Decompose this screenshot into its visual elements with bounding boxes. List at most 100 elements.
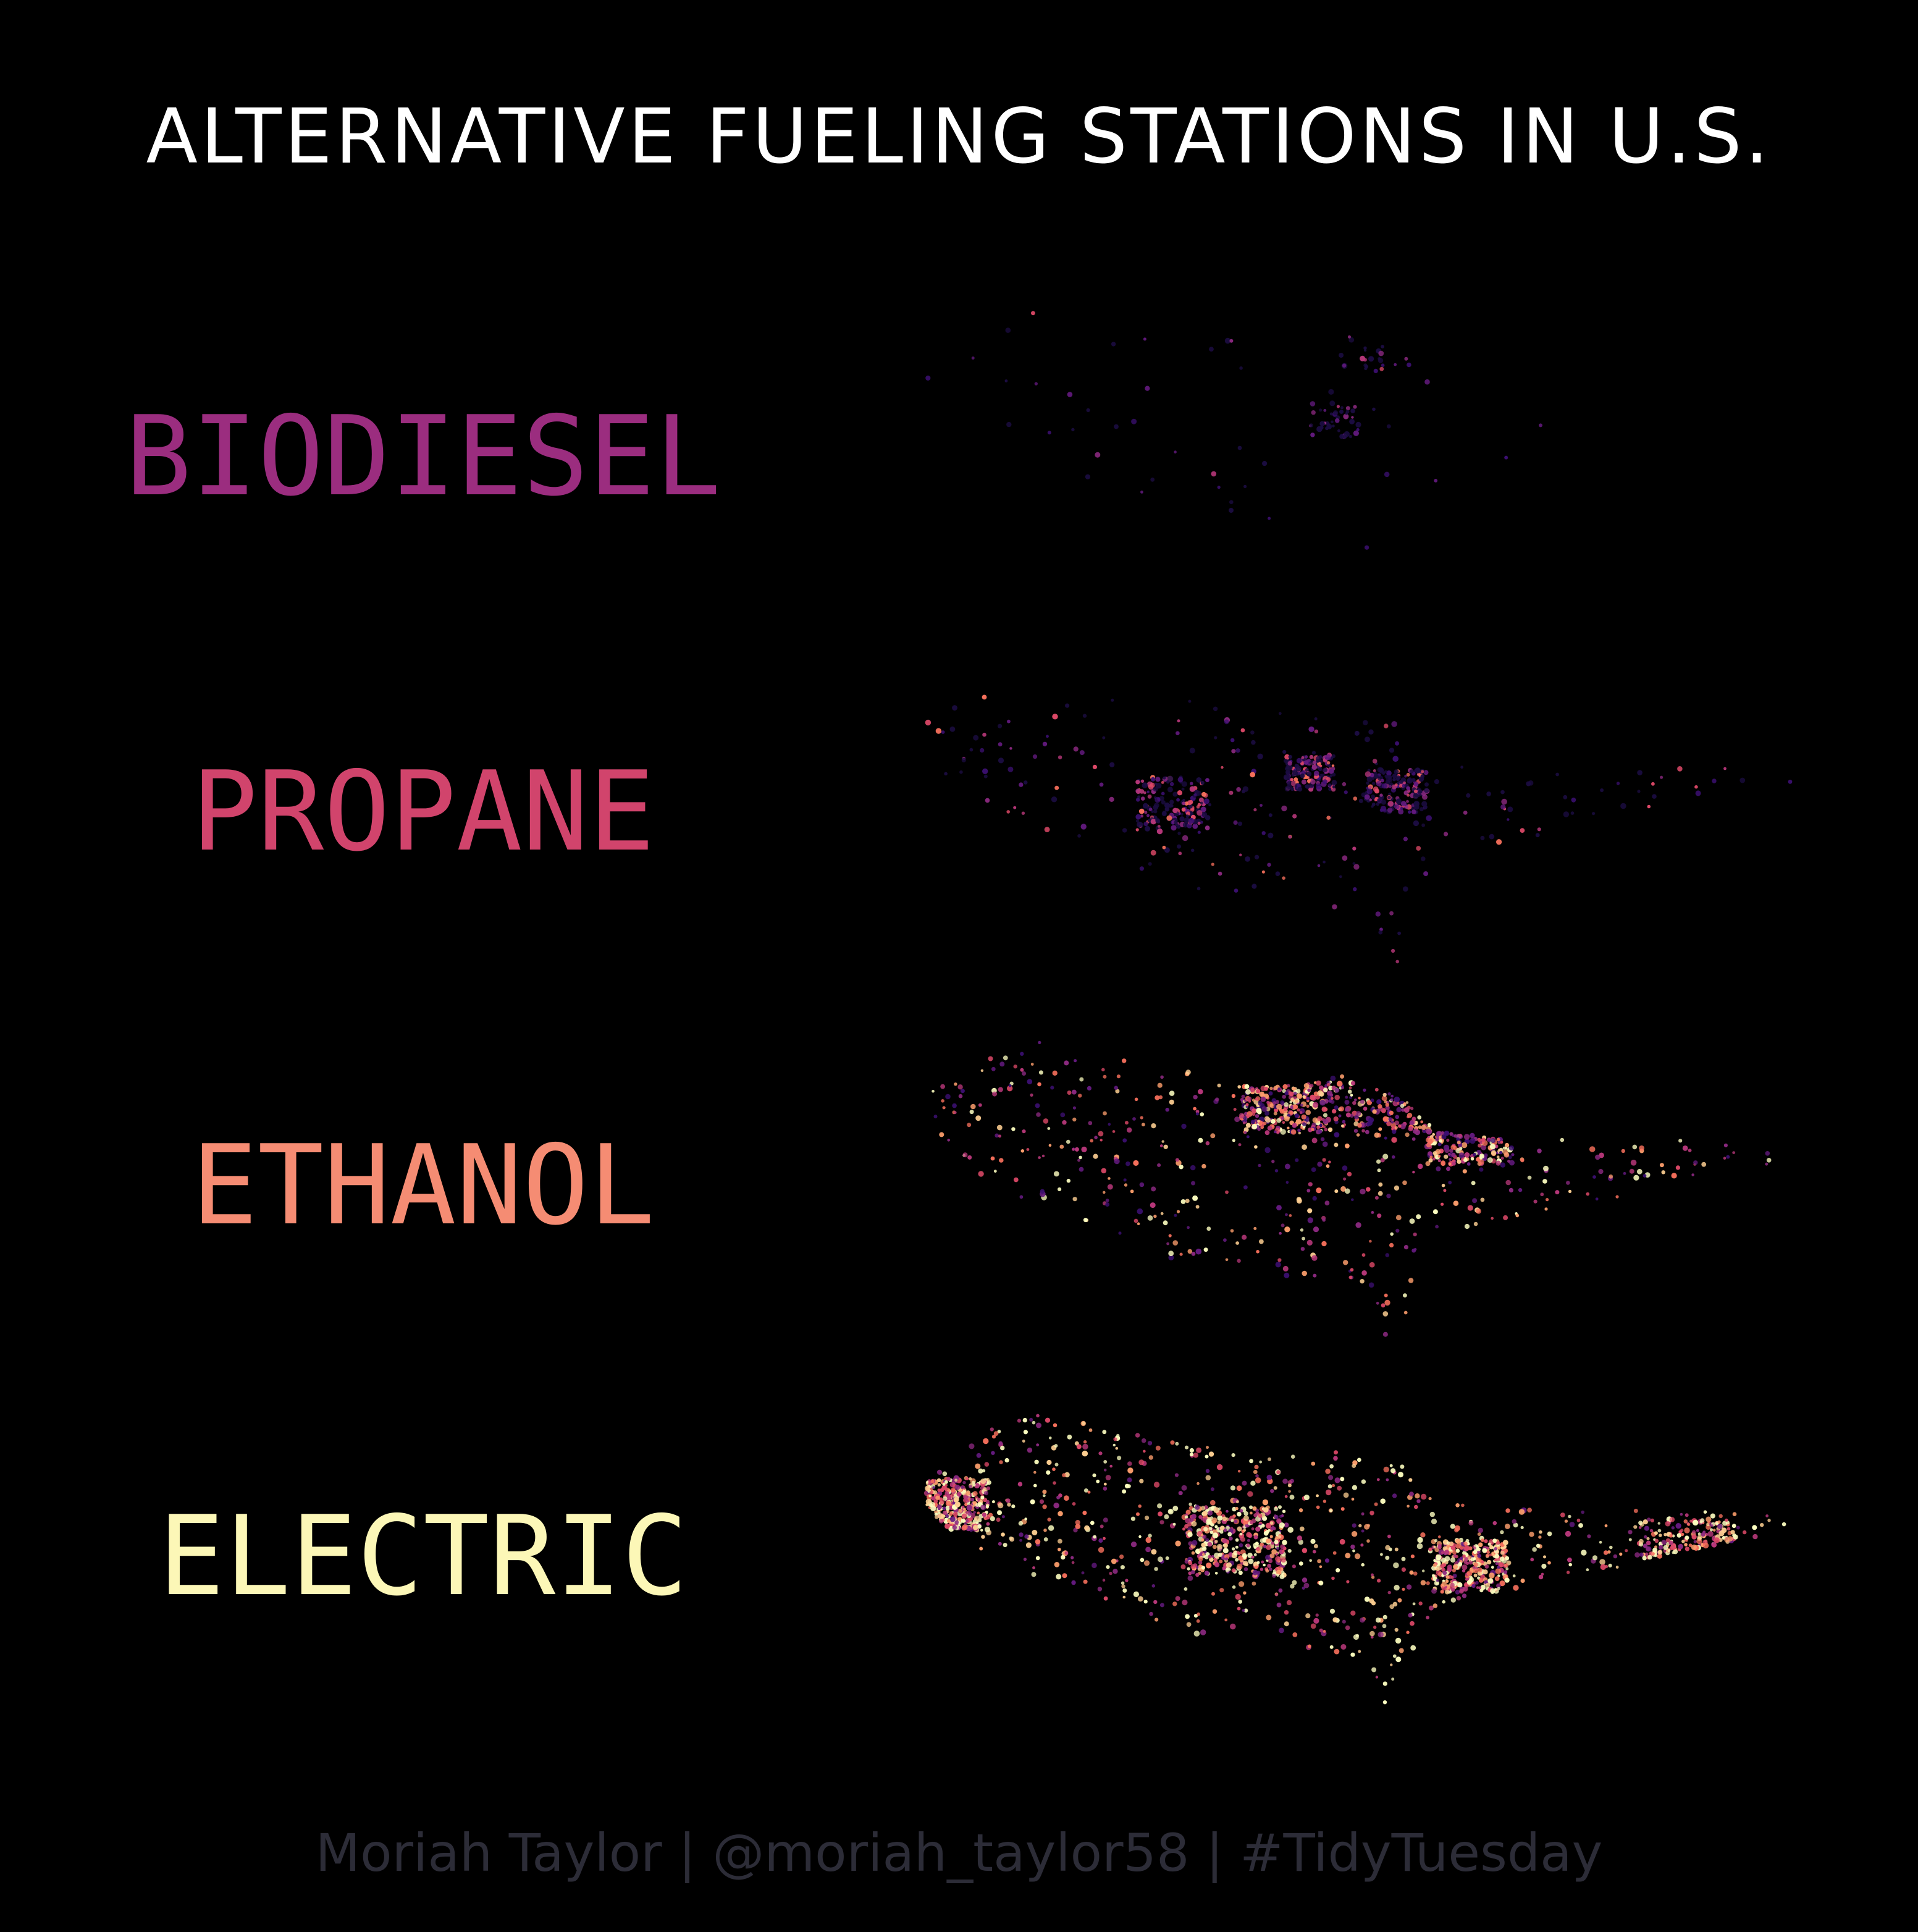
station-point	[964, 1503, 968, 1506]
station-point	[1163, 1220, 1168, 1226]
station-point	[1198, 1548, 1203, 1552]
station-point	[930, 1501, 936, 1508]
station-point	[1135, 780, 1140, 785]
station-point	[1661, 1170, 1665, 1175]
station-point	[1409, 1218, 1415, 1224]
station-point	[1351, 416, 1354, 419]
station-point	[1432, 1133, 1435, 1136]
station-point	[985, 1511, 988, 1514]
station-point	[1692, 1530, 1696, 1534]
station-point	[1299, 1526, 1305, 1532]
station-point	[1376, 1159, 1381, 1164]
station-point	[1457, 1159, 1462, 1164]
station-point	[1032, 1420, 1036, 1425]
station-point	[1240, 728, 1245, 733]
station-point	[1350, 1268, 1354, 1272]
station-point	[1496, 1155, 1500, 1159]
station-point	[1329, 1608, 1335, 1614]
station-point	[1151, 777, 1156, 782]
station-point	[939, 1519, 944, 1524]
station-point	[1231, 1568, 1236, 1573]
station-point	[1020, 1068, 1024, 1072]
station-point	[1400, 1103, 1405, 1108]
station-point	[1441, 1558, 1447, 1563]
station-point	[1494, 1558, 1497, 1562]
station-point	[1386, 1121, 1391, 1126]
station-point	[1688, 1543, 1693, 1547]
station-point	[1074, 1059, 1077, 1063]
station-point	[1709, 1528, 1714, 1532]
station-point	[1381, 363, 1385, 367]
station-point	[1413, 820, 1420, 827]
station-point	[925, 1498, 932, 1505]
station-point	[1384, 770, 1387, 774]
station-point	[1369, 798, 1372, 801]
station-point	[946, 1477, 951, 1482]
station-point	[1161, 811, 1167, 816]
station-point	[1402, 1587, 1405, 1591]
station-point	[1352, 1101, 1356, 1105]
station-point	[942, 1471, 948, 1477]
station-point	[1274, 1130, 1277, 1134]
station-point	[1309, 754, 1314, 759]
station-point	[1378, 1127, 1382, 1131]
station-point	[1148, 862, 1152, 866]
station-point	[1343, 1260, 1348, 1265]
station-point	[1157, 1503, 1163, 1509]
station-point	[1453, 1200, 1459, 1206]
station-point	[1352, 1464, 1356, 1468]
station-point	[1276, 1470, 1281, 1475]
station-point	[1316, 1505, 1320, 1509]
station-point	[1269, 1086, 1273, 1090]
station-point	[984, 1462, 990, 1467]
station-point	[1223, 1543, 1228, 1548]
station-point	[1154, 803, 1159, 808]
station-point	[1671, 1173, 1677, 1179]
station-point	[1284, 786, 1290, 791]
station-point	[993, 1170, 997, 1173]
station-point	[1259, 1460, 1262, 1464]
station-point	[1287, 1549, 1292, 1553]
station-point	[1187, 823, 1192, 829]
station-point	[1365, 771, 1371, 777]
station-point	[1405, 1101, 1409, 1104]
station-point	[1360, 1618, 1365, 1623]
station-point	[1172, 791, 1178, 797]
station-point	[1319, 1099, 1326, 1106]
station-point	[1730, 1530, 1735, 1535]
station-point	[1287, 764, 1293, 770]
station-point	[1706, 1516, 1712, 1522]
station-point	[1222, 1548, 1229, 1554]
station-point	[1504, 1152, 1510, 1158]
station-point	[1406, 1584, 1412, 1590]
station-point	[1428, 1496, 1432, 1501]
station-point	[1013, 806, 1017, 809]
station-point	[1114, 1086, 1118, 1090]
station-point	[1212, 1532, 1219, 1538]
station-point	[963, 1494, 969, 1500]
station-point	[1586, 1192, 1590, 1196]
station-point	[980, 1486, 983, 1490]
station-point	[1448, 1181, 1452, 1184]
station-point	[1287, 1483, 1292, 1488]
station-point	[1278, 1588, 1283, 1593]
station-point	[1452, 1159, 1456, 1163]
station-point	[1295, 780, 1299, 784]
station-point	[1064, 1551, 1069, 1555]
station-point	[1143, 1600, 1148, 1604]
station-point	[1041, 1154, 1045, 1158]
station-point	[1282, 1540, 1287, 1545]
station-point	[1281, 1116, 1284, 1120]
station-point	[1712, 1529, 1716, 1532]
station-point	[1007, 1503, 1011, 1507]
station-point	[1185, 1069, 1191, 1075]
station-point	[1277, 1087, 1281, 1091]
station-point	[1331, 764, 1335, 767]
station-point	[1351, 1498, 1355, 1501]
station-point	[1281, 1223, 1285, 1228]
station-point	[1340, 1186, 1347, 1192]
station-point	[1675, 1165, 1680, 1170]
station-point	[1306, 1239, 1313, 1246]
station-point	[1024, 1517, 1027, 1521]
station-point	[1316, 759, 1320, 763]
